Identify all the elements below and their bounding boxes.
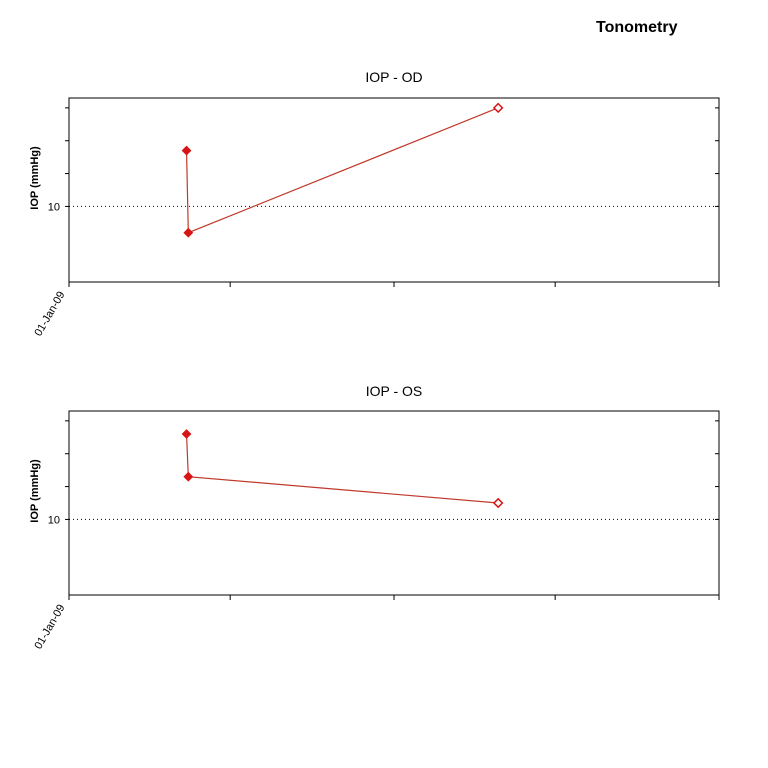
y-axis-label: IOP (mmHg) (29, 146, 41, 210)
chart-od: IOP - OD 10 IOP (mmHg) 01-Jan-09 (29, 69, 720, 339)
data-point (183, 227, 194, 238)
x-tick-label: 01-Jan-09 (32, 290, 67, 339)
y-tick-label: 10 (48, 201, 60, 213)
series-line (185, 107, 499, 234)
x-tick-label: 01-Jan-09 (32, 603, 67, 652)
data-point (492, 102, 504, 114)
page-title: Tonometry (596, 19, 678, 36)
chart-title: IOP - OD (365, 69, 422, 85)
data-point (181, 145, 192, 156)
data-point (183, 471, 194, 482)
data-point (492, 497, 504, 509)
y-tick-label: 10 (48, 514, 60, 526)
plot-frame (68, 97, 720, 283)
chart-os: IOP - OS 10 IOP (mmHg) 01-Jan-09 (29, 383, 720, 652)
y-axis-label: IOP (mmHg) (29, 459, 41, 523)
series-line (185, 433, 499, 504)
plot-frame (68, 410, 720, 596)
data-point (181, 429, 192, 439)
chart-title: IOP - OS (366, 383, 423, 399)
